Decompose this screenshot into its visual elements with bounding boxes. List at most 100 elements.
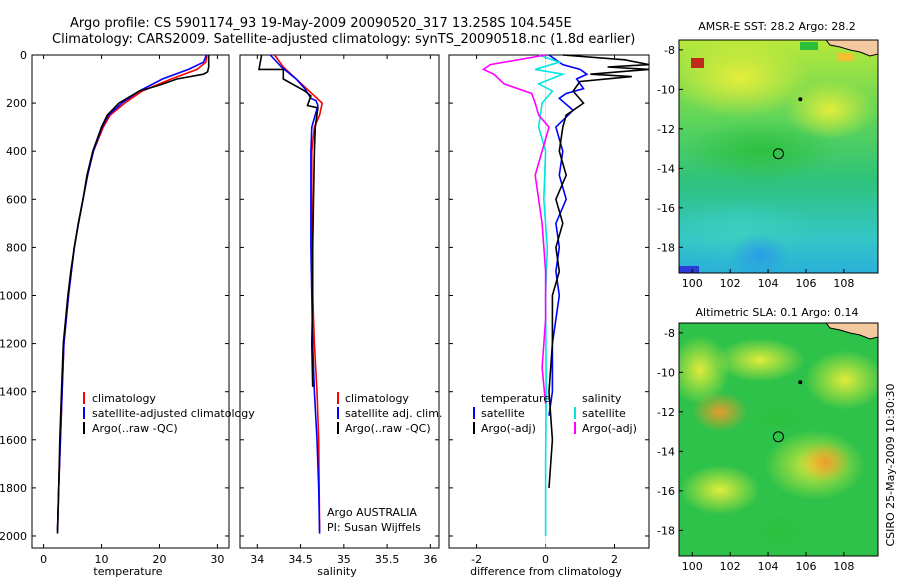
sla-peak-patch bbox=[800, 442, 850, 482]
salinity-profile-panel: 34 34.5 35 35.5 36 bbox=[239, 54, 440, 566]
sst-argo-float-marker bbox=[772, 148, 784, 160]
sst-y-tick-label: -14 bbox=[657, 162, 675, 175]
sla-y-tick-label: -16 bbox=[657, 485, 675, 498]
sla-high-patch bbox=[715, 338, 805, 382]
sst-y-tick-label: -12 bbox=[657, 123, 675, 136]
sst-land-java bbox=[825, 40, 878, 57]
sla-map-image bbox=[679, 323, 878, 556]
figure-title-line2: Climatology: CARS2009. Satellite-adjuste… bbox=[52, 32, 635, 47]
temperature-legend: climatology satellite-adjusted climatolo… bbox=[83, 392, 255, 435]
float-owner-annotation: Argo AUSTRALIA bbox=[327, 506, 417, 519]
legend-label-temp-argo: Argo(-adj) bbox=[481, 422, 536, 435]
sla-map-title: Altimetric SLA: 0.1 Argo: 0.14 bbox=[695, 306, 858, 319]
figure-title-line1: Argo profile: CS 5901174_93 19-May-2009 … bbox=[70, 16, 572, 31]
legend-label-satellite: satellite adj. clim. bbox=[345, 407, 442, 420]
temperature-x-tick-label: 0 bbox=[40, 553, 47, 566]
temperature-series-satellite-adjusted-climatology bbox=[56, 54, 208, 532]
legend-label-sal-argo: Argo(-adj) bbox=[582, 422, 637, 435]
temperature-series-climatology bbox=[56, 54, 208, 532]
difference-x-tick-label: 2 bbox=[611, 553, 618, 566]
temperature-x-tick-label: 30 bbox=[210, 553, 224, 566]
sst-coastal-warm bbox=[838, 53, 854, 61]
sla-y-tick-label: -14 bbox=[657, 445, 675, 458]
sst-y-tick-label: -8 bbox=[664, 44, 675, 57]
sla-map-frame bbox=[678, 322, 879, 557]
sla-peak-patch bbox=[692, 392, 748, 432]
sst-land-edge bbox=[800, 42, 818, 50]
sst-map-title: AMSR-E SST: 28.2 Argo: 28.2 bbox=[698, 20, 856, 33]
legend-heading-salinity: salinity bbox=[582, 392, 622, 405]
float-pi-annotation: PI: Susan Wijffels bbox=[327, 521, 421, 534]
sla-x-tick-label: 100 bbox=[682, 560, 703, 573]
sla-x-tick-label: 104 bbox=[758, 560, 779, 573]
depth-tick-label: 800 bbox=[6, 241, 27, 254]
sla-high-patch bbox=[679, 335, 730, 405]
salinity-x-tick-label: 35 bbox=[337, 553, 351, 566]
temperature-x-tick-label: 10 bbox=[95, 553, 109, 566]
difference-series-temperature-argo-adj- bbox=[548, 54, 650, 488]
difference-series-salinity-argo-adj- bbox=[481, 54, 550, 404]
sst-x-tick-label: 102 bbox=[720, 277, 741, 290]
difference-series-salinity-satellite bbox=[534, 54, 566, 536]
sla-x-tick-label: 102 bbox=[720, 560, 741, 573]
sst-warm-patch bbox=[785, 80, 875, 140]
depth-tick-label: 600 bbox=[6, 193, 27, 206]
salinity-x-tick-label: 35.5 bbox=[375, 553, 400, 566]
sst-cold-patch bbox=[730, 233, 790, 273]
sla-low-patch bbox=[750, 510, 810, 550]
sst-x-tick-label: 104 bbox=[758, 277, 779, 290]
legend-label-argo: Argo(..raw -QC) bbox=[92, 422, 178, 435]
legend-heading-temperature: temperature bbox=[481, 392, 550, 405]
sst-x-tick-label: 106 bbox=[795, 277, 816, 290]
temperature-series-argo-raw-qc- bbox=[56, 55, 210, 534]
sla-y-tick-label: -12 bbox=[657, 406, 675, 419]
depth-tick-label: 400 bbox=[6, 145, 27, 158]
sla-low-patch bbox=[745, 403, 815, 433]
difference-series-temperature-satellite bbox=[548, 54, 589, 416]
sst-hot-pixel bbox=[691, 58, 704, 68]
difference-axis-label: difference from climatology bbox=[470, 565, 622, 578]
salinity-x-tick-label: 36 bbox=[423, 553, 437, 566]
sla-high-patch bbox=[680, 465, 760, 515]
temperature-x-tick-label: 20 bbox=[152, 553, 166, 566]
difference-legend-salinity: salinity satellite Argo(-adj) bbox=[574, 392, 637, 435]
sla-high-patch bbox=[805, 350, 878, 410]
sla-y-tick-label: -8 bbox=[664, 327, 675, 340]
sst-map-frame bbox=[678, 39, 879, 274]
difference-x-tick-label: -2 bbox=[471, 553, 482, 566]
sla-x-tick-label: 106 bbox=[795, 560, 816, 573]
sst-map-axes: 100 102 104 106 108 -8 -10 -12 -14 -16 -18 bbox=[657, 44, 854, 290]
legend-label-satellite: satellite-adjusted climatology bbox=[92, 407, 255, 420]
depth-tick-label: 1600 bbox=[0, 434, 27, 447]
depth-tick-label: 1800 bbox=[0, 482, 27, 495]
sst-warm-patch bbox=[679, 40, 810, 118]
sla-land-java bbox=[825, 323, 878, 340]
legend-label-sal-satellite: satellite bbox=[582, 407, 626, 420]
sst-green-band bbox=[680, 120, 840, 180]
temperature-axis-label: temperature bbox=[93, 565, 162, 578]
depth-axis: 0 200 400 600 800 1000 1200 1400 1600 1800 2000 bbox=[0, 49, 27, 543]
sla-x-tick-label: 108 bbox=[833, 560, 854, 573]
sst-previous-position-marker bbox=[798, 97, 803, 102]
depth-tick-label: 200 bbox=[6, 97, 27, 110]
sla-y-tick-label: -10 bbox=[657, 366, 675, 379]
sst-y-tick-label: -10 bbox=[657, 83, 675, 96]
salinity-x-tick-label: 34.5 bbox=[288, 553, 313, 566]
sla-argo-float-marker bbox=[772, 431, 784, 443]
depth-tick-label: 2000 bbox=[0, 530, 27, 543]
sla-y-tick-label: -18 bbox=[657, 524, 675, 537]
figure-credit: CSIRO 25-May-2009 10:30:30 bbox=[884, 383, 897, 546]
difference-x-tick-label: 0 bbox=[542, 553, 549, 566]
temperature-profile-panel: 0 10 20 30 bbox=[31, 54, 230, 566]
sst-y-tick-label: -18 bbox=[657, 241, 675, 254]
sst-cold-corner bbox=[679, 266, 699, 273]
sst-x-tick-label: 108 bbox=[833, 277, 854, 290]
salinity-series-satellite-adj-clim- bbox=[269, 54, 321, 534]
sst-y-tick-label: -16 bbox=[657, 202, 675, 215]
depth-tick-label: 1200 bbox=[0, 338, 27, 351]
depth-tick-label: 0 bbox=[20, 49, 27, 62]
difference-profile-panel: -2 0 2 bbox=[448, 54, 650, 566]
legend-label-climatology: climatology bbox=[92, 392, 156, 405]
depth-tick-label: 1000 bbox=[0, 289, 27, 302]
salinity-series-argo-raw-qc- bbox=[258, 54, 319, 387]
